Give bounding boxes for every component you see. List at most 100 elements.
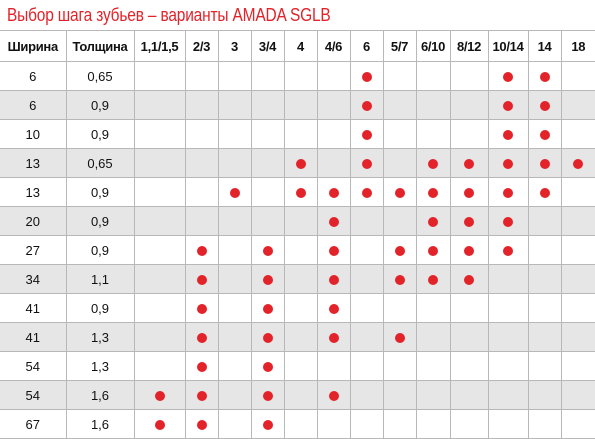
availability-dot-icon <box>328 391 339 402</box>
table-body: 6 0,65 6 0,9 10 0,9 13 0,65 13 0,9 20 0,9 27 0,9 34 1,1… <box>0 61 595 439</box>
pitch-cell <box>316 351 351 381</box>
pitch-cell <box>527 177 562 207</box>
column-header-pitch: 2/3 <box>184 30 219 62</box>
availability-dot-icon <box>196 391 207 402</box>
availability-dot-icon <box>262 246 273 257</box>
pitch-cell <box>217 293 252 323</box>
pitch-cell <box>133 177 186 207</box>
thickness-cell: 0,9 <box>65 177 135 207</box>
pitch-cell <box>133 61 186 91</box>
pitch-cell <box>133 119 186 149</box>
pitch-cell <box>250 293 285 323</box>
pitch-cell <box>184 409 219 439</box>
pitch-cell <box>560 380 595 410</box>
thickness-cell: 0,9 <box>65 293 135 323</box>
availability-dot-icon <box>328 304 339 315</box>
availability-dot-icon <box>295 188 306 199</box>
pitch-cell <box>283 322 318 352</box>
thickness-cell: 1,1 <box>65 264 135 294</box>
pitch-cell <box>283 293 318 323</box>
header-row: Ширина Толщина 1,1/1,5 2/3 3 3/4 4 4/6 6… <box>0 30 595 62</box>
availability-dot-icon <box>262 275 273 286</box>
pitch-cell <box>349 409 384 439</box>
pitch-cell <box>283 177 318 207</box>
pitch-cell <box>316 119 351 149</box>
pitch-cell <box>560 61 595 91</box>
pitch-cell <box>316 148 351 178</box>
tooth-pitch-table: Ширина Толщина 1,1/1,5 2/3 3 3/4 4 4/6 6… <box>0 30 595 439</box>
pitch-cell <box>449 322 489 352</box>
pitch-cell <box>250 351 285 381</box>
pitch-cell <box>184 235 219 265</box>
availability-dot-icon <box>503 246 513 257</box>
pitch-cell <box>382 380 417 410</box>
pitch-cell <box>382 177 417 207</box>
availability-dot-icon <box>464 246 474 257</box>
pitch-cell <box>560 90 595 120</box>
availability-dot-icon <box>394 333 405 344</box>
width-cell: 20 <box>0 206 67 236</box>
pitch-cell <box>560 148 595 178</box>
pitch-cell <box>449 380 489 410</box>
pitch-cell <box>217 119 252 149</box>
pitch-cell <box>349 293 384 323</box>
pitch-cell <box>250 322 285 352</box>
pitch-cell <box>382 61 417 91</box>
column-header-pitch: 4 <box>283 30 318 62</box>
pitch-cell <box>487 119 529 149</box>
pitch-cell <box>316 380 351 410</box>
pitch-cell <box>415 235 451 265</box>
pitch-cell <box>250 90 285 120</box>
pitch-cell <box>415 119 451 149</box>
pitch-cell <box>217 206 252 236</box>
pitch-cell <box>349 235 384 265</box>
table-row: 20 0,9 <box>0 206 595 236</box>
table-row: 54 1,6 <box>0 380 595 410</box>
pitch-cell <box>382 206 417 236</box>
pitch-cell <box>250 61 285 91</box>
column-header-pitch: 3 <box>217 30 252 62</box>
availability-dot-icon <box>361 101 372 112</box>
pitch-cell <box>283 119 318 149</box>
pitch-cell <box>487 235 529 265</box>
pitch-cell <box>184 351 219 381</box>
table-row: 27 0,9 <box>0 235 595 265</box>
availability-dot-icon <box>428 159 438 170</box>
column-header-pitch: 4/6 <box>316 30 351 62</box>
pitch-cell <box>184 61 219 91</box>
pitch-cell <box>449 90 489 120</box>
pitch-cell <box>527 235 562 265</box>
availability-dot-icon <box>262 362 273 373</box>
table-row: 41 0,9 <box>0 293 595 323</box>
pitch-cell <box>449 293 489 323</box>
pitch-cell <box>527 293 562 323</box>
availability-dot-icon <box>464 188 474 199</box>
pitch-cell <box>184 177 219 207</box>
pitch-cell <box>560 351 595 381</box>
thickness-cell: 1,6 <box>65 409 135 439</box>
pitch-cell <box>382 148 417 178</box>
table-row: 13 0,9 <box>0 177 595 207</box>
availability-dot-icon <box>262 391 273 402</box>
availability-dot-icon <box>196 362 207 373</box>
availability-dot-icon <box>503 72 513 83</box>
pitch-cell <box>487 90 529 120</box>
availability-dot-icon <box>428 275 438 286</box>
availability-dot-icon <box>573 159 584 170</box>
pitch-cell <box>349 148 384 178</box>
availability-dot-icon <box>196 246 207 257</box>
pitch-cell <box>415 322 451 352</box>
pitch-cell <box>487 206 529 236</box>
pitch-cell <box>449 61 489 91</box>
pitch-cell <box>487 293 529 323</box>
pitch-cell <box>217 235 252 265</box>
availability-dot-icon <box>394 246 405 257</box>
pitch-cell <box>560 206 595 236</box>
pitch-cell <box>527 380 562 410</box>
pitch-cell <box>560 409 595 439</box>
width-cell: 54 <box>0 380 67 410</box>
pitch-cell <box>133 148 186 178</box>
pitch-cell <box>487 351 529 381</box>
pitch-cell <box>415 148 451 178</box>
table-row: 6 0,9 <box>0 90 595 120</box>
